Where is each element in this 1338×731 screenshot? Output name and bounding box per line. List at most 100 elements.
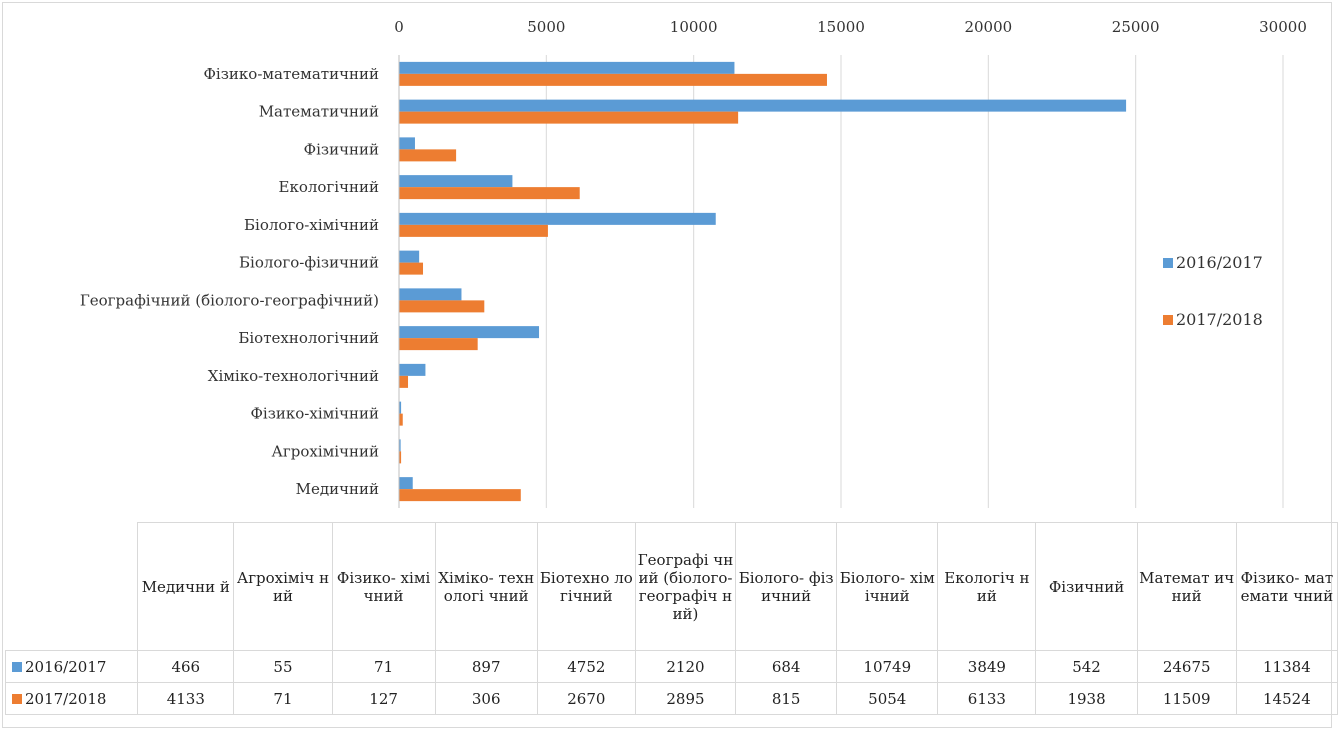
legend-key-2017-2018 [1163, 315, 1173, 325]
table-cell: 2120 [634, 650, 737, 683]
bar-2016-2017-9 [399, 401, 402, 414]
x-tick-label: 10000 [670, 18, 718, 36]
table-row-header: 2016/2017 [4, 650, 139, 683]
table-cell: 684 [735, 650, 838, 683]
category-label: Фізичний [304, 140, 379, 158]
bar-2016-2017-7 [399, 326, 540, 339]
bar-2016-2017-6 [399, 288, 462, 301]
category-label: Фізико-математичний [203, 65, 379, 83]
table-cell: 11384 [1235, 650, 1338, 683]
bar-chart: 0 5000 10000 15000 20000 25000 30000 Фізико-ма… [80, 18, 1307, 508]
table-column-header: Біолого- фізичний [735, 522, 838, 651]
table-cell: 2670 [536, 682, 636, 715]
table-cell: 815 [735, 682, 838, 715]
table-cell: 127 [331, 682, 436, 715]
legend: 2016/2017 2017/2018 [1163, 253, 1263, 329]
bar-2016-2017-4 [399, 212, 716, 225]
bar-2017-2018-0 [399, 73, 827, 86]
table-column-header: Хіміко- технологі чний [434, 522, 538, 651]
bar-2016-2017-8 [399, 363, 426, 376]
table-cell: 55 [233, 650, 333, 683]
category-labels: Фізико-математичний Математичний Фізичний Е… [80, 65, 379, 498]
bar-2017-2018-5 [399, 262, 424, 275]
category-label: Медичний [296, 480, 379, 498]
table-cell: 6133 [937, 682, 1037, 715]
bar-2016-2017-1 [399, 99, 1127, 112]
table-cell: 542 [1035, 650, 1138, 683]
table-column-header: Географі чний (біолого- географіч ний) [634, 522, 737, 651]
table-column-header: Фізико- хімічний [331, 522, 436, 651]
table-column-header: Медични й [137, 522, 235, 651]
table-column-header: Біолого- хімічний [836, 522, 939, 651]
category-label: Біолого-фізичний [239, 254, 379, 272]
table-series-name: 2017/2018 [25, 689, 107, 708]
bar-2016-2017-11 [399, 477, 413, 490]
bar-2016-2017-2 [399, 137, 415, 150]
bar-2017-2018-6 [399, 300, 485, 313]
table-column-header: Агрохіміч ний [233, 522, 333, 651]
table-row-header: 2017/2018 [4, 682, 139, 715]
category-label: Фізико-хімічний [250, 405, 379, 423]
bars [399, 61, 1127, 502]
x-tick-label: 25000 [1112, 18, 1160, 36]
table-cell: 14524 [1235, 682, 1338, 715]
table-cell: 466 [137, 650, 235, 683]
x-tick-label: 5000 [527, 18, 565, 36]
table-cell: 5054 [836, 682, 939, 715]
category-label: Математичний [259, 103, 379, 121]
table-cell: 897 [434, 650, 538, 683]
table-column-header: Фізико- математи чний [1235, 522, 1338, 651]
bar-2016-2017-5 [399, 250, 420, 263]
bar-2017-2018-10 [399, 451, 402, 464]
bar-2016-2017-0 [399, 61, 735, 74]
gridlines [545, 55, 1284, 508]
table-cell: 4133 [137, 682, 235, 715]
bar-2017-2018-1 [399, 111, 739, 124]
bar-2016-2017-3 [399, 175, 513, 188]
x-tick-label: 20000 [964, 18, 1012, 36]
category-label: Екологічний [279, 178, 379, 196]
table-cell: 3849 [937, 650, 1037, 683]
bar-2016-2017-10 [399, 439, 401, 452]
x-tick-label: 15000 [817, 18, 865, 36]
table-column-header: Математ ичний [1136, 522, 1237, 651]
table-header-row: Медични й Агрохіміч ний Фізико- хімічний Хі… [5, 522, 1338, 651]
bar-2017-2018-9 [399, 413, 403, 426]
table-column-header: Фізичний [1035, 522, 1138, 651]
table-column-header: Екологіч ний [937, 522, 1037, 651]
category-label: Агрохімічний [272, 442, 379, 460]
table-legend-key [12, 661, 22, 672]
bar-2017-2018-11 [399, 489, 521, 502]
table-cell: 2895 [634, 682, 737, 715]
table-cell: 71 [233, 682, 333, 715]
bar-2017-2018-3 [399, 187, 580, 200]
table-legend-key [12, 693, 22, 704]
table-cell: 1938 [1035, 682, 1138, 715]
bar-2017-2018-7 [399, 338, 478, 351]
legend-label: 2017/2018 [1176, 310, 1263, 329]
x-tick-label: 30000 [1259, 18, 1307, 36]
category-label: Біотехнологічний [238, 329, 379, 347]
category-label: Біолого-хімічний [244, 216, 379, 234]
table-cell: 306 [434, 682, 538, 715]
bar-2017-2018-4 [399, 224, 548, 237]
data-table: Медични й Агрохіміч ний Фізико- хімічний Хі… [4, 522, 1338, 715]
legend-key-2016-2017 [1163, 258, 1173, 268]
table-row: 2016/2017 466 55 71 897 4752 2120 684 10749 3849 5… [4, 650, 1338, 683]
table-row: 2017/2018 4133 71 127 306 2670 2895 815 5054 6133… [4, 682, 1338, 715]
category-label: Хіміко-технологічний [208, 367, 379, 385]
table-cell: 11509 [1136, 682, 1237, 715]
table-cell: 4752 [536, 650, 636, 683]
table-series-name: 2016/2017 [25, 657, 107, 676]
bar-2017-2018-2 [399, 149, 457, 162]
table-column-header: Біотехно логічний [536, 522, 636, 651]
table-cell: 24675 [1136, 650, 1237, 683]
table-corner [5, 522, 139, 651]
table-cell: 71 [331, 650, 436, 683]
bar-2017-2018-8 [399, 375, 409, 388]
table-cell: 10749 [836, 650, 939, 683]
category-label: Географічний (біолого-географічний) [80, 291, 379, 309]
legend-label: 2016/2017 [1176, 253, 1263, 272]
x-axis-tick-labels: 0 5000 10000 15000 20000 25000 30000 [394, 18, 1307, 36]
